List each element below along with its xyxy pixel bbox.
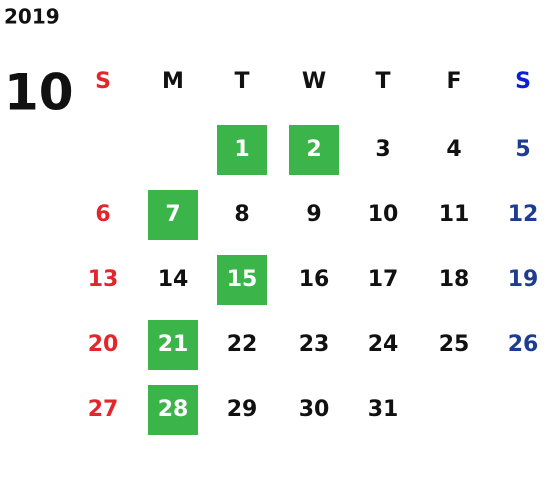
weekday-label: S [95, 69, 111, 94]
weekday-label: T [375, 69, 390, 94]
highlight-box [217, 255, 267, 305]
day-number: 15 [227, 267, 258, 292]
day-number: 19 [508, 267, 539, 292]
day-number: 11 [439, 202, 470, 227]
day-number: 4 [446, 137, 461, 162]
day-number: 8 [234, 202, 249, 227]
day-number: 12 [508, 202, 539, 227]
month: 10 [4, 64, 74, 122]
highlight-box [289, 125, 339, 175]
highlight-box [148, 320, 198, 370]
day-number: 22 [227, 332, 258, 357]
day-number: 6 [95, 202, 110, 227]
day-number: 2 [306, 137, 321, 162]
day-number: 23 [299, 332, 330, 357]
weekday-label: M [162, 69, 184, 94]
day-number: 14 [158, 267, 189, 292]
day-number: 13 [88, 267, 119, 292]
day-number: 18 [439, 267, 470, 292]
day-number: 5 [515, 137, 530, 162]
weekday-label: F [446, 69, 461, 94]
day-number: 26 [508, 332, 539, 357]
day-number: 24 [368, 332, 399, 357]
highlight-box [148, 385, 198, 435]
highlight-box [217, 125, 267, 175]
weekday-label: W [302, 69, 326, 94]
day-number: 29 [227, 397, 258, 422]
day-number: 30 [299, 397, 330, 422]
day-number: 25 [439, 332, 470, 357]
weekday-label: T [234, 69, 249, 94]
highlight-box [148, 190, 198, 240]
day-number: 3 [375, 137, 390, 162]
day-number: 20 [88, 332, 119, 357]
day-number: 31 [368, 397, 399, 422]
day-number: 17 [368, 267, 399, 292]
day-number: 28 [158, 397, 189, 422]
year: 2019 [4, 5, 60, 29]
day-number: 21 [158, 332, 189, 357]
day-number: 7 [165, 202, 180, 227]
day-number: 10 [368, 202, 399, 227]
day-number: 27 [88, 397, 119, 422]
weekday-label: S [515, 69, 531, 94]
day-number: 1 [234, 137, 249, 162]
day-number: 16 [299, 267, 330, 292]
day-number: 9 [306, 202, 321, 227]
